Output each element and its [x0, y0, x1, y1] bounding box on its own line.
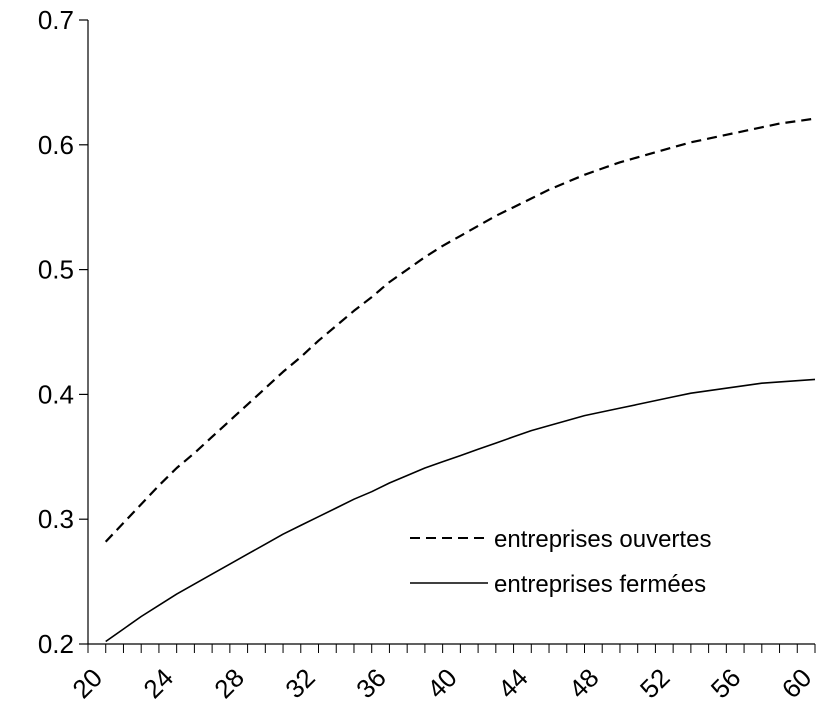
- series-line-entreprises-fermees: [105, 378, 816, 643]
- series-group: [104, 117, 816, 643]
- x-tick-label: 60: [776, 662, 818, 704]
- series-line-entreprises-ouvertes: [104, 117, 816, 543]
- legend: entreprises ouvertes entreprises fermées: [410, 526, 711, 598]
- x-tick-label: 56: [705, 662, 747, 704]
- axes: 0.2 0.3 0.4 0.5 0.6 0.7 20 24 28 32 36 40 44 48 52 56 60: [38, 5, 818, 704]
- x-tick-label: 48: [563, 662, 605, 704]
- legend-label-entreprises-ouvertes: entreprises ouvertes: [494, 526, 711, 553]
- x-tick-label: 36: [350, 662, 392, 704]
- x-tick-label: 32: [279, 662, 321, 704]
- x-tick-label: 40: [421, 662, 463, 704]
- y-tick-label: 0.6: [38, 130, 74, 160]
- y-tick-label: 0.2: [38, 629, 74, 659]
- x-tick-label: 20: [66, 662, 108, 704]
- y-tick-label: 0.3: [38, 504, 74, 534]
- y-tick-label: 0.5: [38, 255, 74, 285]
- y-tick-label: 0.4: [38, 379, 74, 409]
- x-tick-label: 44: [492, 662, 534, 704]
- y-tick-label: 0.7: [38, 5, 74, 35]
- x-tick-label: 52: [634, 662, 676, 704]
- x-tick-label: 24: [137, 662, 179, 704]
- legend-label-entreprises-fermees: entreprises fermées: [494, 571, 706, 598]
- x-tick-label: 28: [208, 662, 250, 704]
